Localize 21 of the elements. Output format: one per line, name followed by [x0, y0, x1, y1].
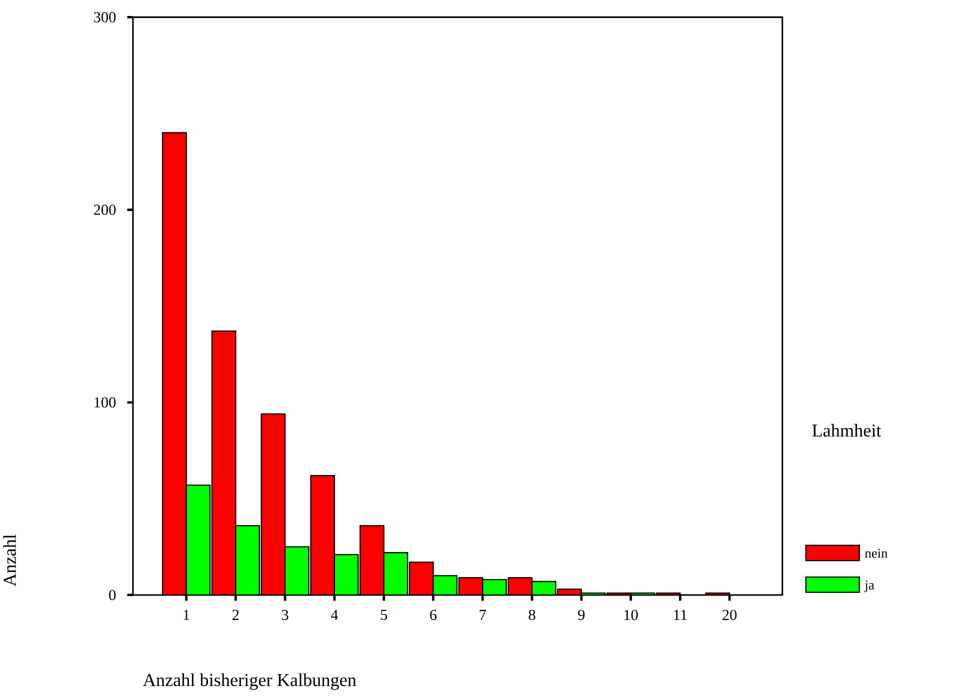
x-tick-label: 20 [722, 610, 737, 620]
y-tick-label: 100 [94, 397, 116, 408]
x-tick-label: 9 [578, 610, 585, 620]
legend-label: ja [864, 580, 874, 592]
x-tick-label: 8 [528, 610, 536, 620]
x-tick-label: 7 [480, 610, 486, 620]
x-tick-label: 5 [380, 610, 388, 620]
legend-label: nein [865, 548, 888, 558]
x-axis-title: Anzahl bisheriger Kalbungen [143, 673, 356, 690]
y-tick-label: 200 [94, 204, 116, 215]
x-tick-label: 4 [330, 610, 338, 620]
y-tick-label: 300 [94, 12, 116, 22]
legend-title: Lahmheit [812, 424, 882, 437]
x-tick-label: 1 [184, 610, 190, 620]
y-axis-title: Anzahl [3, 534, 16, 586]
x-tick-label: 6 [430, 610, 437, 620]
y-tick-label: 0 [109, 590, 116, 600]
x-tick-label: 2 [232, 610, 239, 620]
x-tick-label: 3 [282, 610, 288, 620]
x-tick-label: 11 [674, 610, 687, 620]
x-tick-label: 10 [624, 610, 638, 620]
